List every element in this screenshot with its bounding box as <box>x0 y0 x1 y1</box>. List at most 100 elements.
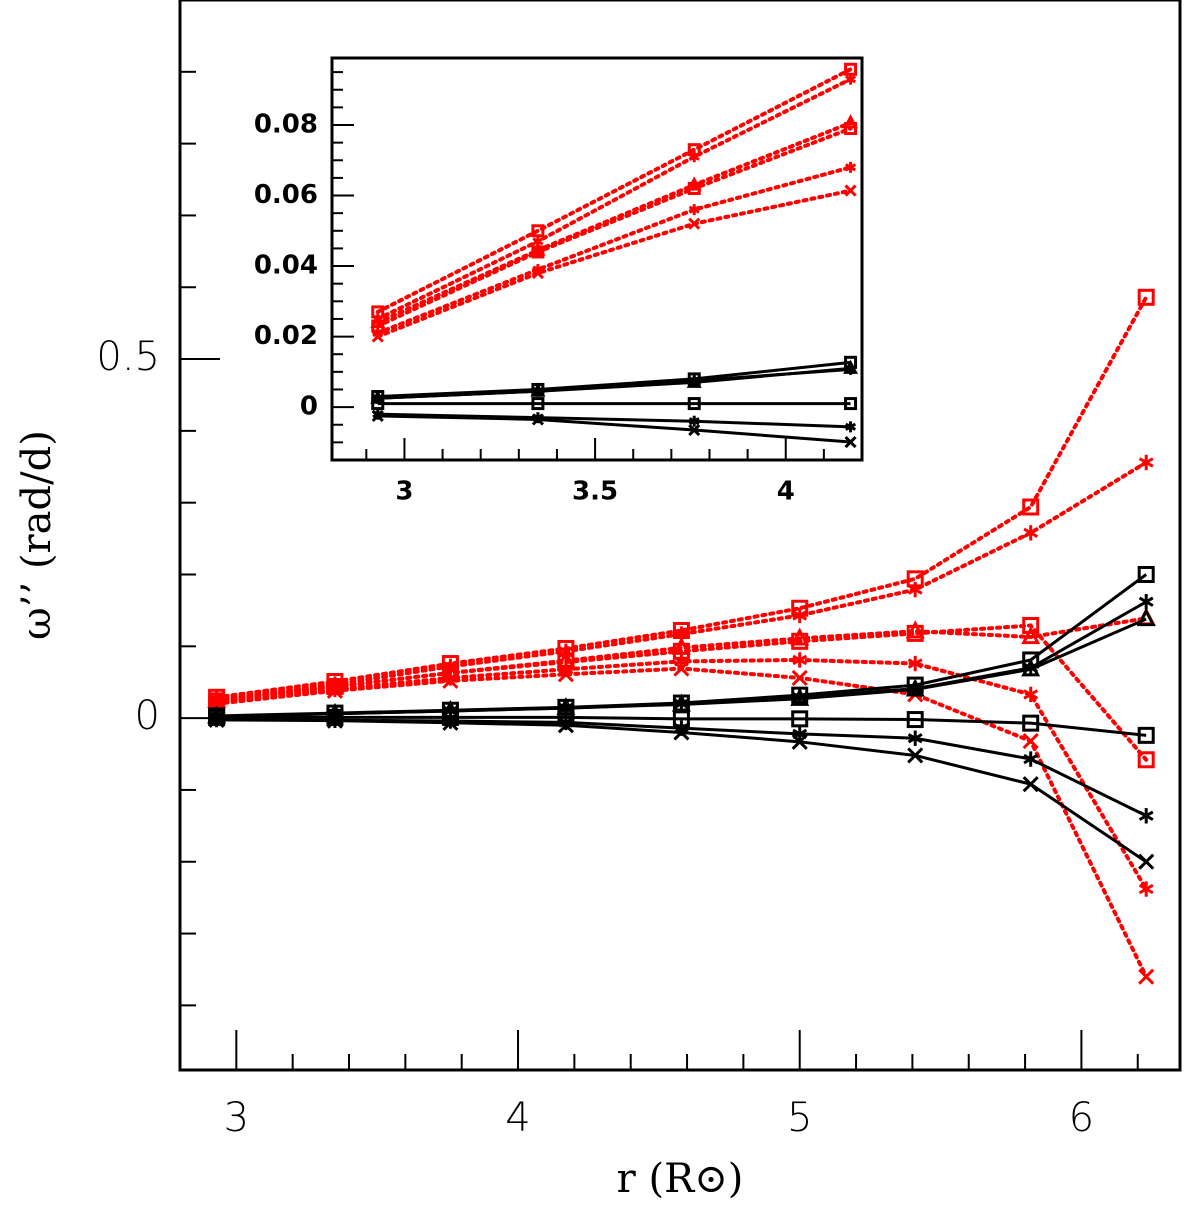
y-tick-label: 0 <box>135 693 160 739</box>
marker-stroke <box>1022 733 1039 750</box>
marker <box>1022 776 1039 793</box>
marker-stroke <box>688 152 700 161</box>
marker <box>907 730 923 746</box>
marker <box>673 660 690 677</box>
marker-stroke <box>907 747 924 764</box>
marker-triangle <box>671 636 691 655</box>
y-tick-label: 0.08 <box>254 110 318 140</box>
marker <box>1137 288 1155 306</box>
marker-square <box>1137 288 1155 306</box>
marker-stroke <box>326 682 343 699</box>
marker <box>905 678 925 697</box>
marker-stroke <box>1138 810 1154 821</box>
marker-triangle <box>843 359 859 374</box>
marker-stroke <box>442 672 459 689</box>
marker-square <box>687 397 701 411</box>
series-line <box>375 120 853 325</box>
x-tick-label: 5 <box>787 1095 812 1141</box>
marker-stroke <box>442 714 459 731</box>
marker-stroke <box>844 184 857 197</box>
marker-stroke <box>688 217 701 230</box>
marker <box>557 717 574 734</box>
marker-stroke <box>1138 853 1155 870</box>
marker-triangle <box>905 620 925 639</box>
marker <box>844 122 858 136</box>
marker <box>1138 968 1155 985</box>
marker <box>1021 626 1041 645</box>
series-line <box>216 715 1147 737</box>
y-tick-label: 0.02 <box>254 321 318 351</box>
marker-square <box>906 711 924 729</box>
y-tick-label: 0.06 <box>254 180 318 210</box>
y-axis-label: ω’’ (rad/d) <box>14 430 60 640</box>
marker <box>844 435 857 449</box>
marker-stroke <box>907 584 923 595</box>
marker <box>208 711 225 728</box>
marker-square <box>844 122 858 136</box>
marker <box>790 627 810 646</box>
marker-stroke <box>208 711 225 728</box>
y-tick-label: 0.04 <box>254 251 318 281</box>
marker <box>905 620 925 639</box>
marker-triangle <box>686 373 702 388</box>
marker <box>371 397 385 411</box>
x-tick-label: 6 <box>1069 1095 1094 1141</box>
marker <box>791 710 809 728</box>
marker-stroke <box>791 733 808 750</box>
marker <box>1138 853 1155 870</box>
marker <box>1138 594 1154 610</box>
marker-stroke <box>673 628 689 640</box>
series-line <box>214 295 1149 700</box>
marker <box>371 330 384 343</box>
marker <box>688 217 701 230</box>
marker <box>907 747 924 764</box>
marker-stroke <box>531 267 544 280</box>
series-line <box>375 188 853 339</box>
series-line <box>216 617 1147 718</box>
marker <box>326 682 343 699</box>
x-tick-label: 4 <box>505 1095 530 1141</box>
series-line <box>377 412 851 429</box>
marker <box>907 581 923 598</box>
marker-square <box>1022 714 1040 732</box>
marker-triangle <box>790 627 810 646</box>
marker-triangle <box>1021 658 1041 677</box>
marker-stroke <box>907 658 923 669</box>
marker-square <box>531 224 545 238</box>
marker <box>671 693 691 712</box>
marker-square <box>1137 565 1155 583</box>
series-line <box>375 126 853 328</box>
marker-stroke <box>792 654 808 666</box>
marker-stroke <box>1023 689 1039 700</box>
marker-square <box>531 245 545 259</box>
marker <box>442 672 459 689</box>
marker <box>791 733 808 750</box>
marker <box>845 73 857 85</box>
marker <box>531 413 544 426</box>
marker-square <box>791 632 809 650</box>
marker-triangle <box>905 678 925 697</box>
marker-stroke <box>845 75 857 84</box>
marker <box>688 204 700 216</box>
marker-triangle <box>671 693 691 712</box>
marker <box>530 382 546 397</box>
marker <box>907 655 923 672</box>
marker-square <box>371 397 385 411</box>
marker-square <box>906 624 924 642</box>
marker-square <box>1022 498 1040 516</box>
marker-stroke <box>1023 753 1039 765</box>
marker-stroke <box>673 724 690 741</box>
plot-frame <box>330 56 864 462</box>
marker <box>556 697 576 716</box>
marker <box>1138 881 1154 897</box>
marker-stroke <box>791 669 808 686</box>
marker-triangle <box>530 382 546 397</box>
marker-triangle <box>556 697 576 716</box>
marker <box>791 632 809 650</box>
marker-stroke <box>673 660 690 677</box>
marker-stroke <box>371 330 384 343</box>
marker <box>906 624 924 642</box>
marker <box>1022 616 1040 634</box>
plot-1: 3 3.5 4 0 0.02 0.04 0.06 0.08 <box>254 56 864 507</box>
marker <box>531 267 544 280</box>
